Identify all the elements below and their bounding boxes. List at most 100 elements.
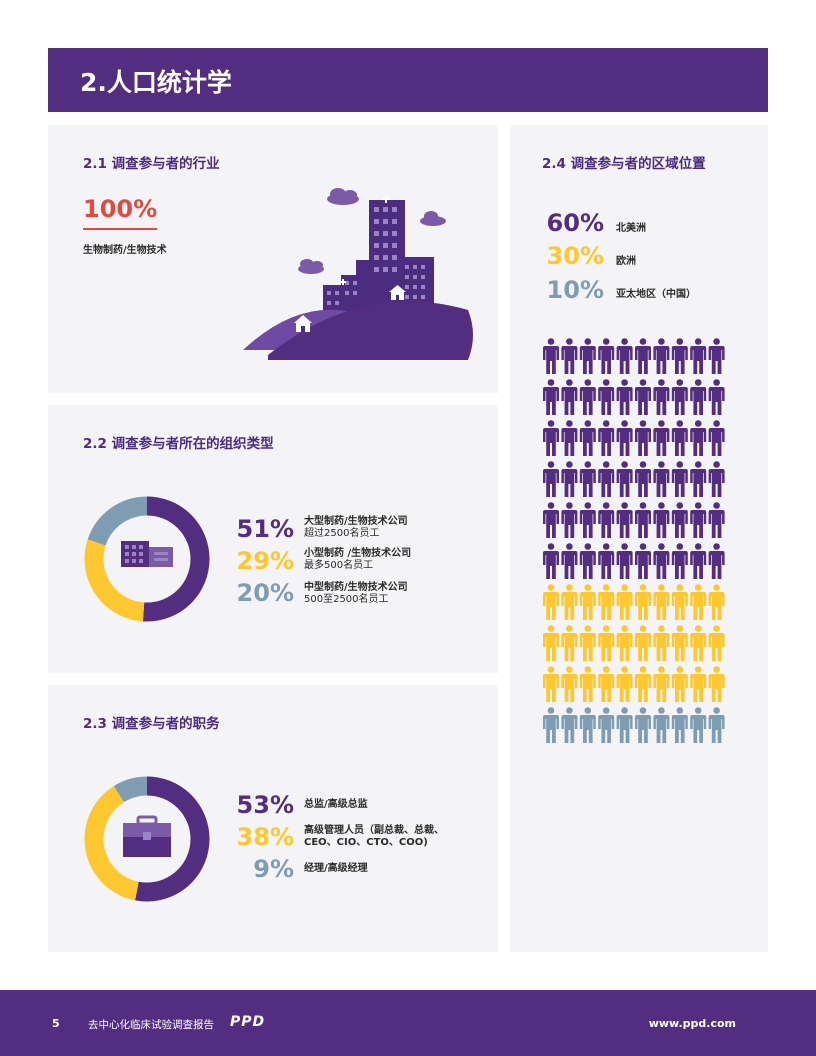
person-icon (598, 625, 615, 661)
role-manager-label: 经理/高级经理 (304, 863, 368, 874)
person-icon (543, 420, 559, 456)
person-icon (635, 420, 651, 456)
org-large-legend: 大型制药/生物技术公司 超过2500名员工 (304, 516, 408, 540)
person-icon (635, 625, 651, 661)
region-title: 2.4 调查参与者的区域位置 (542, 156, 706, 172)
person-icon (690, 666, 707, 702)
org-small-sub: 最多500名员工 (304, 560, 374, 571)
org-small-label: 小型制药 /生物技术公司 (304, 548, 412, 559)
org-type-donut-chart (84, 496, 210, 622)
org-large-label: 大型制药/生物技术公司 (304, 516, 408, 527)
person-icon (616, 707, 633, 743)
person-icon (579, 420, 596, 456)
role-exec-legend: 高级管理人员（副总裁、总裁、 CEO、CIO、CTO、COO) (304, 825, 444, 849)
ppd-logo: PPD (230, 1014, 266, 1030)
person-icon (690, 338, 707, 374)
org-type-slice-2 (84, 496, 210, 622)
org-mid-label: 中型制药/生物技术公司 (304, 582, 408, 593)
person-icon (561, 584, 578, 620)
person-icon (708, 379, 725, 415)
person-icon (579, 461, 596, 497)
person-icon (543, 338, 559, 374)
person-icon (671, 625, 688, 661)
person-icon (616, 625, 633, 661)
person-icon (579, 338, 596, 374)
industry-panel: 2.1 调查参与者的行业 100% 生物制药/生物技术 (48, 125, 498, 393)
person-icon (671, 707, 688, 743)
person-icon (598, 420, 615, 456)
person-icon (708, 584, 725, 620)
person-icon (598, 543, 615, 579)
person-icon (598, 338, 615, 374)
person-icon (671, 461, 688, 497)
city-illustration (243, 188, 473, 360)
building-icon (121, 541, 173, 567)
person-icon (653, 420, 670, 456)
person-icon (671, 584, 688, 620)
org-small-legend: 小型制药 /生物技术公司 最多500名员工 (304, 548, 411, 572)
roles-donut-chart (84, 776, 210, 902)
person-icon (690, 707, 707, 743)
region-apac-percent: 10% (546, 276, 604, 304)
person-icon (653, 502, 670, 538)
section-header: 2.人口统计学 (48, 48, 768, 112)
person-icon (708, 666, 725, 702)
person-icon (598, 584, 615, 620)
person-icon (653, 666, 670, 702)
person-icon (561, 502, 578, 538)
person-icon (579, 379, 596, 415)
person-icon (579, 625, 596, 661)
person-icon (616, 584, 633, 620)
role-director-legend: 总监/高级总监 (304, 799, 368, 811)
person-icon (543, 707, 559, 743)
org-mid-sub: 500至2500名员工 (304, 594, 389, 605)
person-icon (708, 338, 725, 374)
person-icon (616, 379, 633, 415)
region-eu-percent: 30% (546, 242, 604, 270)
person-icon (561, 420, 578, 456)
org-small-percent: 29% (236, 547, 294, 575)
person-icon (579, 502, 596, 538)
org-large-percent: 51% (236, 515, 294, 543)
footer-url[interactable]: www.ppd.com (648, 1017, 736, 1030)
role-exec-label: 高级管理人员（副总裁、总裁、 (304, 825, 444, 836)
person-icon (543, 625, 559, 661)
person-icon (690, 420, 707, 456)
person-icon (635, 338, 651, 374)
person-icon (543, 666, 559, 702)
org-mid-legend: 中型制药/生物技术公司 500至2500名员工 (304, 582, 408, 606)
person-icon (561, 338, 578, 374)
person-icon (708, 625, 725, 661)
industry-underline (83, 228, 157, 230)
person-icon (671, 543, 688, 579)
people-pictogram (543, 338, 725, 743)
person-icon (690, 379, 707, 415)
person-icon (708, 502, 725, 538)
person-icon (616, 543, 633, 579)
person-icon (579, 543, 596, 579)
person-icon (543, 502, 559, 538)
person-icon (671, 338, 688, 374)
roles-title: 2.3 调查参与者的职务 (83, 716, 220, 732)
person-icon (616, 420, 633, 456)
person-icon (616, 666, 633, 702)
person-icon (653, 707, 670, 743)
person-icon (579, 584, 596, 620)
roles-slice-1 (84, 776, 210, 902)
page-footer: 5 去中心化临床试验调查报告 PPD www.ppd.com (0, 990, 816, 1056)
person-icon (616, 502, 633, 538)
report-title: 去中心化临床试验调查报告 (88, 1019, 214, 1031)
org-type-slice-1 (84, 496, 210, 622)
person-icon (653, 461, 670, 497)
roles-panel: 2.3 调查参与者的职务 53% 总监/高级总监 38% 高级管理人员（副总裁、… (48, 685, 498, 952)
role-exec-percent: 38% (236, 823, 294, 851)
role-director-percent: 53% (236, 791, 294, 819)
role-director-label: 总监/高级总监 (304, 799, 368, 810)
person-icon (543, 584, 559, 620)
person-icon (635, 584, 651, 620)
org-type-panel: 2.2 调查参与者所在的组织类型 51% 大型制药/生物技术公司 超过2500名… (48, 405, 498, 673)
person-icon (653, 625, 670, 661)
person-icon (690, 584, 707, 620)
person-icon (543, 461, 559, 497)
industry-title: 2.1 调查参与者的行业 (83, 156, 220, 172)
